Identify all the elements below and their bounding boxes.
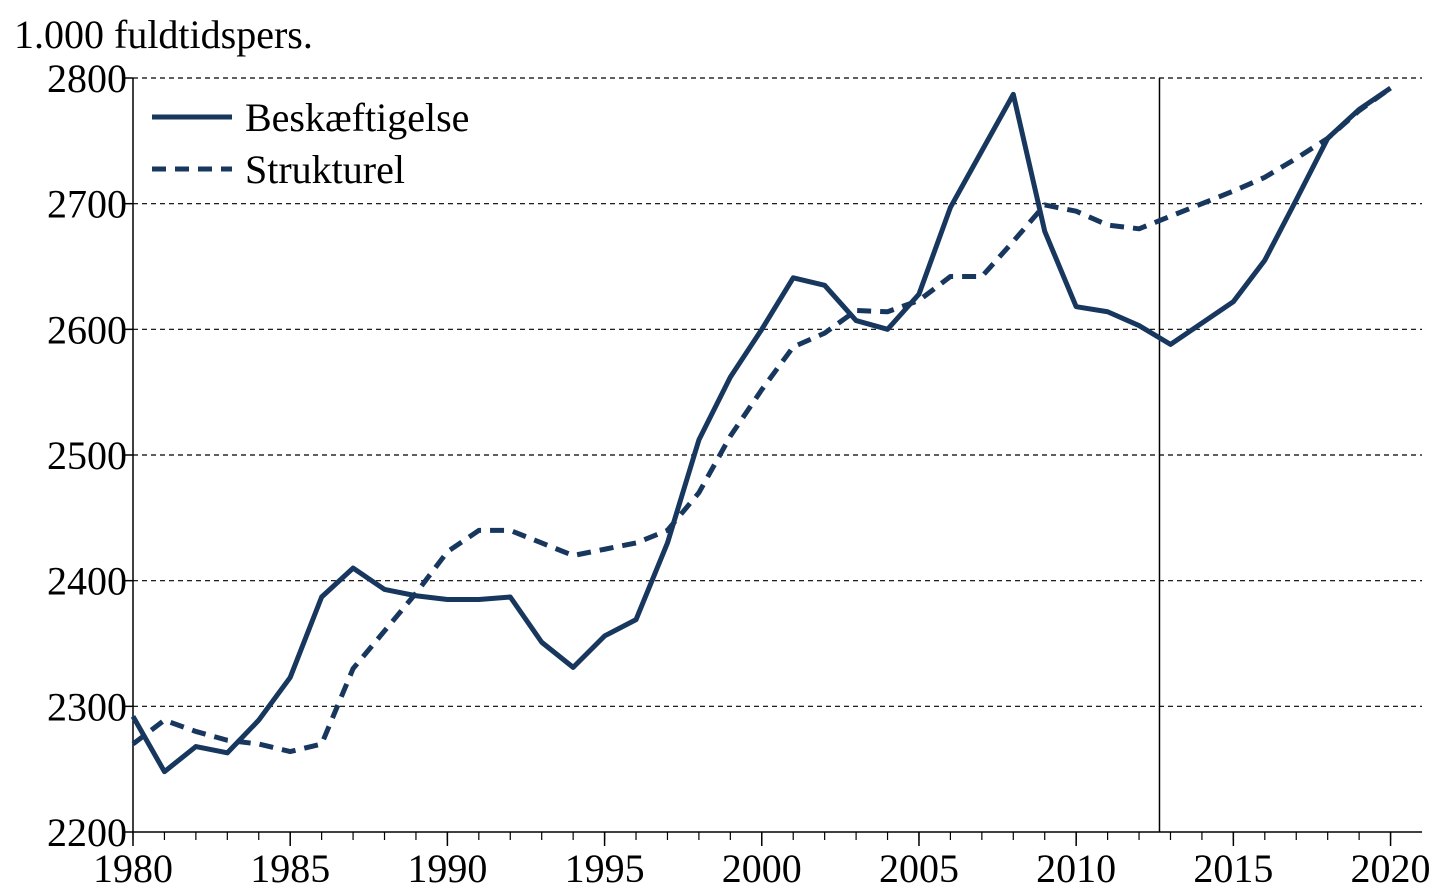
y-tick-label: 2400 <box>47 559 127 604</box>
y-tick-label: 2800 <box>47 56 127 101</box>
x-tick-label: 2005 <box>879 846 959 891</box>
x-tick-label: 2010 <box>1036 846 1116 891</box>
y-axis-label: 1.000 fuldtidspers. <box>14 12 313 57</box>
x-tick-label: 2000 <box>722 846 802 891</box>
y-tick-label: 2300 <box>47 684 127 729</box>
x-tick-label: 1980 <box>93 846 173 891</box>
x-tick-label: 2015 <box>1193 846 1273 891</box>
series-line <box>131 86 1393 755</box>
x-tick-label: 1990 <box>407 846 487 891</box>
series-line <box>130 85 1392 775</box>
y-tick-label: 2700 <box>47 182 127 227</box>
y-tick-label: 2600 <box>47 307 127 352</box>
y-tick-label: 2500 <box>47 433 127 478</box>
legend-label: Beskæftigelse <box>245 95 469 140</box>
y-tick-label: 2200 <box>47 810 127 855</box>
x-tick-label: 1985 <box>250 846 330 891</box>
x-tick-label: 2020 <box>1351 846 1431 891</box>
x-tick-label: 1995 <box>565 846 645 891</box>
legend-label: Strukturel <box>245 147 405 192</box>
